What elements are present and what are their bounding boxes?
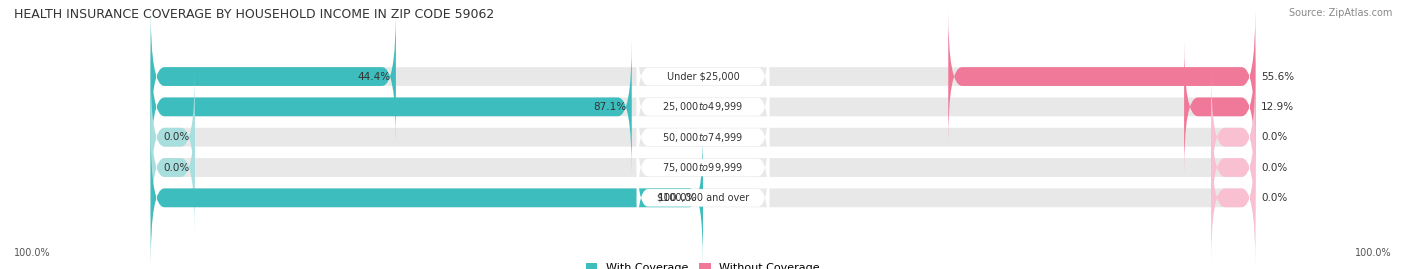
Text: 55.6%: 55.6% bbox=[1261, 72, 1294, 82]
FancyBboxPatch shape bbox=[637, 146, 769, 250]
FancyBboxPatch shape bbox=[948, 10, 1256, 143]
Text: $25,000 to $49,999: $25,000 to $49,999 bbox=[662, 100, 744, 113]
Text: 44.4%: 44.4% bbox=[357, 72, 391, 82]
FancyBboxPatch shape bbox=[150, 40, 1256, 173]
FancyBboxPatch shape bbox=[150, 101, 1256, 234]
FancyBboxPatch shape bbox=[150, 10, 1256, 143]
FancyBboxPatch shape bbox=[1211, 132, 1256, 264]
Text: Source: ZipAtlas.com: Source: ZipAtlas.com bbox=[1288, 8, 1392, 18]
FancyBboxPatch shape bbox=[150, 71, 195, 204]
Text: Under $25,000: Under $25,000 bbox=[666, 72, 740, 82]
Text: $75,000 to $99,999: $75,000 to $99,999 bbox=[662, 161, 744, 174]
Text: 100.0%: 100.0% bbox=[14, 248, 51, 258]
Text: 0.0%: 0.0% bbox=[1261, 132, 1286, 142]
Text: 100.0%: 100.0% bbox=[1355, 248, 1392, 258]
Text: 0.0%: 0.0% bbox=[1261, 162, 1286, 172]
Text: 0.0%: 0.0% bbox=[163, 162, 190, 172]
FancyBboxPatch shape bbox=[1184, 40, 1256, 173]
FancyBboxPatch shape bbox=[150, 71, 1256, 204]
FancyBboxPatch shape bbox=[150, 40, 631, 173]
Text: 87.1%: 87.1% bbox=[593, 102, 626, 112]
Text: HEALTH INSURANCE COVERAGE BY HOUSEHOLD INCOME IN ZIP CODE 59062: HEALTH INSURANCE COVERAGE BY HOUSEHOLD I… bbox=[14, 8, 495, 21]
FancyBboxPatch shape bbox=[1211, 71, 1256, 204]
Text: 0.0%: 0.0% bbox=[163, 132, 190, 142]
FancyBboxPatch shape bbox=[1211, 101, 1256, 234]
Text: $100,000 and over: $100,000 and over bbox=[657, 193, 749, 203]
Legend: With Coverage, Without Coverage: With Coverage, Without Coverage bbox=[586, 263, 820, 269]
FancyBboxPatch shape bbox=[637, 55, 769, 159]
FancyBboxPatch shape bbox=[637, 25, 769, 128]
FancyBboxPatch shape bbox=[150, 132, 1256, 264]
FancyBboxPatch shape bbox=[150, 10, 396, 143]
Text: 12.9%: 12.9% bbox=[1261, 102, 1294, 112]
FancyBboxPatch shape bbox=[637, 85, 769, 189]
FancyBboxPatch shape bbox=[637, 116, 769, 219]
FancyBboxPatch shape bbox=[150, 101, 195, 234]
FancyBboxPatch shape bbox=[150, 132, 703, 264]
Text: 0.0%: 0.0% bbox=[1261, 193, 1286, 203]
Text: $50,000 to $74,999: $50,000 to $74,999 bbox=[662, 131, 744, 144]
Text: 100.0%: 100.0% bbox=[658, 193, 697, 203]
